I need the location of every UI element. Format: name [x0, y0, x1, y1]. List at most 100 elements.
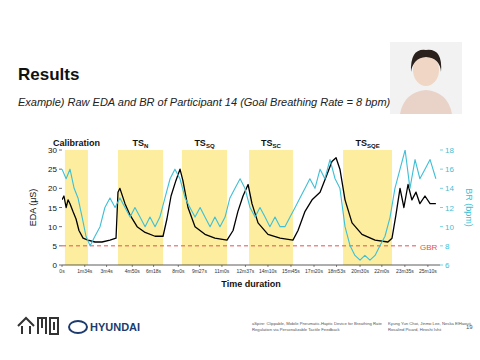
x-tick-label: 6m18s — [146, 268, 162, 274]
region-label-sub: SQE — [367, 143, 380, 149]
region — [249, 150, 293, 265]
x-tick-label: 3m4s — [100, 268, 113, 274]
x-tick — [360, 265, 361, 267]
y-tick-label: 30 — [48, 146, 57, 155]
y2-tick-label: 10 — [445, 223, 454, 232]
footer: HYUNDAIaSpire: Clippable, Mobile Pneumat… — [18, 318, 473, 334]
y2-axis-label: BR (bpm) — [464, 188, 474, 227]
x-tick — [153, 265, 154, 267]
y-axis-label: EDA (μS) — [28, 189, 38, 227]
y2-tick-label: 12 — [445, 204, 454, 213]
region-label-main: TS — [133, 138, 145, 148]
plot-area — [62, 150, 436, 265]
region — [65, 150, 88, 265]
region-label-main: TS — [261, 138, 273, 148]
footer-authors: Rosalind Picard, Hiroshi Ishii — [388, 327, 441, 332]
y2-tick-label: 14 — [445, 184, 454, 193]
y2-tick-label: 16 — [445, 165, 454, 174]
y-tick — [59, 245, 62, 246]
footer-authors: Kyung Yun Choi, Jinmo Lee, Neska ElHaoui… — [388, 321, 472, 326]
slide-title: Results — [18, 65, 79, 84]
lab-logo — [18, 318, 58, 334]
region-label-sub: N — [144, 143, 148, 149]
y2-tick — [440, 245, 443, 246]
slide: Results Example) Raw EDA and BR of Partic… — [0, 0, 480, 360]
x-tick-label: 15m45s — [282, 268, 300, 274]
y-tick-label: 0 — [53, 261, 58, 270]
page-number: 19 — [466, 324, 473, 330]
region-label: TSSC — [261, 138, 282, 149]
x-tick — [106, 265, 107, 267]
logo-shape — [38, 318, 46, 334]
x-axis-label: Time duration — [221, 279, 280, 289]
x-tick — [245, 265, 246, 267]
axes: 0510152025306810121416180s1m34s3m4s4m50s… — [28, 146, 474, 289]
x-tick — [221, 265, 222, 267]
region-label: TSSQ — [194, 138, 215, 149]
speaker-hair — [411, 50, 441, 72]
x-tick-label: 23m35s — [396, 268, 414, 274]
footer-title: aSpire: Clippable, Mobile Pneumatic-Hapt… — [252, 321, 383, 326]
region-label-main: Calibration — [53, 138, 100, 148]
reference-label: GBR — [420, 243, 438, 252]
x-tick — [381, 265, 382, 267]
x-tick — [84, 265, 85, 267]
x-tick-label: 22m0s — [374, 268, 390, 274]
x-tick — [62, 265, 63, 267]
region — [343, 150, 392, 265]
x-tick — [404, 265, 405, 267]
y2-tick — [440, 207, 443, 208]
video-frame — [390, 42, 462, 114]
x-tick-label: 20m30s — [351, 268, 369, 274]
region-label: Calibration — [53, 138, 100, 148]
x-tick — [132, 265, 133, 267]
speaker-video — [390, 42, 462, 114]
region-label-sub: SC — [273, 143, 282, 149]
y2-tick — [440, 226, 443, 227]
x-tick — [199, 265, 200, 267]
x-tick-label: 17m20s — [305, 268, 323, 274]
x-tick — [267, 265, 268, 267]
x-tick-label: 8m0s — [172, 268, 185, 274]
brand-emblem — [69, 321, 87, 333]
y-tick-label: 15 — [48, 204, 57, 213]
x-tick-label: 0s — [59, 268, 65, 274]
region-label-main: TS — [355, 138, 367, 148]
x-tick — [290, 265, 291, 267]
x-tick — [427, 265, 428, 267]
y-tick — [59, 226, 62, 227]
y2-tick — [440, 188, 443, 189]
region-label: TSSQE — [355, 138, 379, 149]
x-tick-label: 1m34s — [77, 268, 93, 274]
y-tick-label: 25 — [48, 165, 57, 174]
x-tick-label: 9m27s — [192, 268, 208, 274]
x-tick-label: 12m37s — [237, 268, 255, 274]
series-line — [62, 158, 436, 242]
x-tick-label: 25m10s — [419, 268, 437, 274]
background — [0, 0, 480, 360]
y2-tick — [440, 265, 443, 266]
y2-tick — [440, 169, 443, 170]
y-tick-label: 20 — [48, 184, 57, 193]
y-tick-label: 5 — [53, 242, 58, 251]
y-tick — [59, 207, 62, 208]
y2-tick-label: 18 — [445, 146, 454, 155]
region-label-main: TS — [194, 138, 206, 148]
x-axis-line — [62, 265, 440, 266]
speaker-body — [400, 90, 452, 114]
series-line — [62, 150, 436, 260]
x-tick-label: 18m53s — [328, 268, 346, 274]
y-tick — [59, 169, 62, 170]
x-tick-label: 14m10s — [259, 268, 277, 274]
y-tick-label: 10 — [48, 223, 57, 232]
x-tick — [314, 265, 315, 267]
y-tick — [59, 188, 62, 189]
x-tick — [178, 265, 179, 267]
x-tick-label: 11m0s — [215, 268, 230, 274]
y-tick — [59, 150, 62, 151]
slide-subtitle: Example) Raw EDA and BR of Participant 1… — [18, 96, 391, 108]
footer-title: Regulation via Personalizable Tactile Fe… — [252, 327, 341, 332]
region-label-sub: SQ — [206, 143, 215, 149]
x-tick — [336, 265, 337, 267]
logo-shape — [18, 318, 34, 334]
